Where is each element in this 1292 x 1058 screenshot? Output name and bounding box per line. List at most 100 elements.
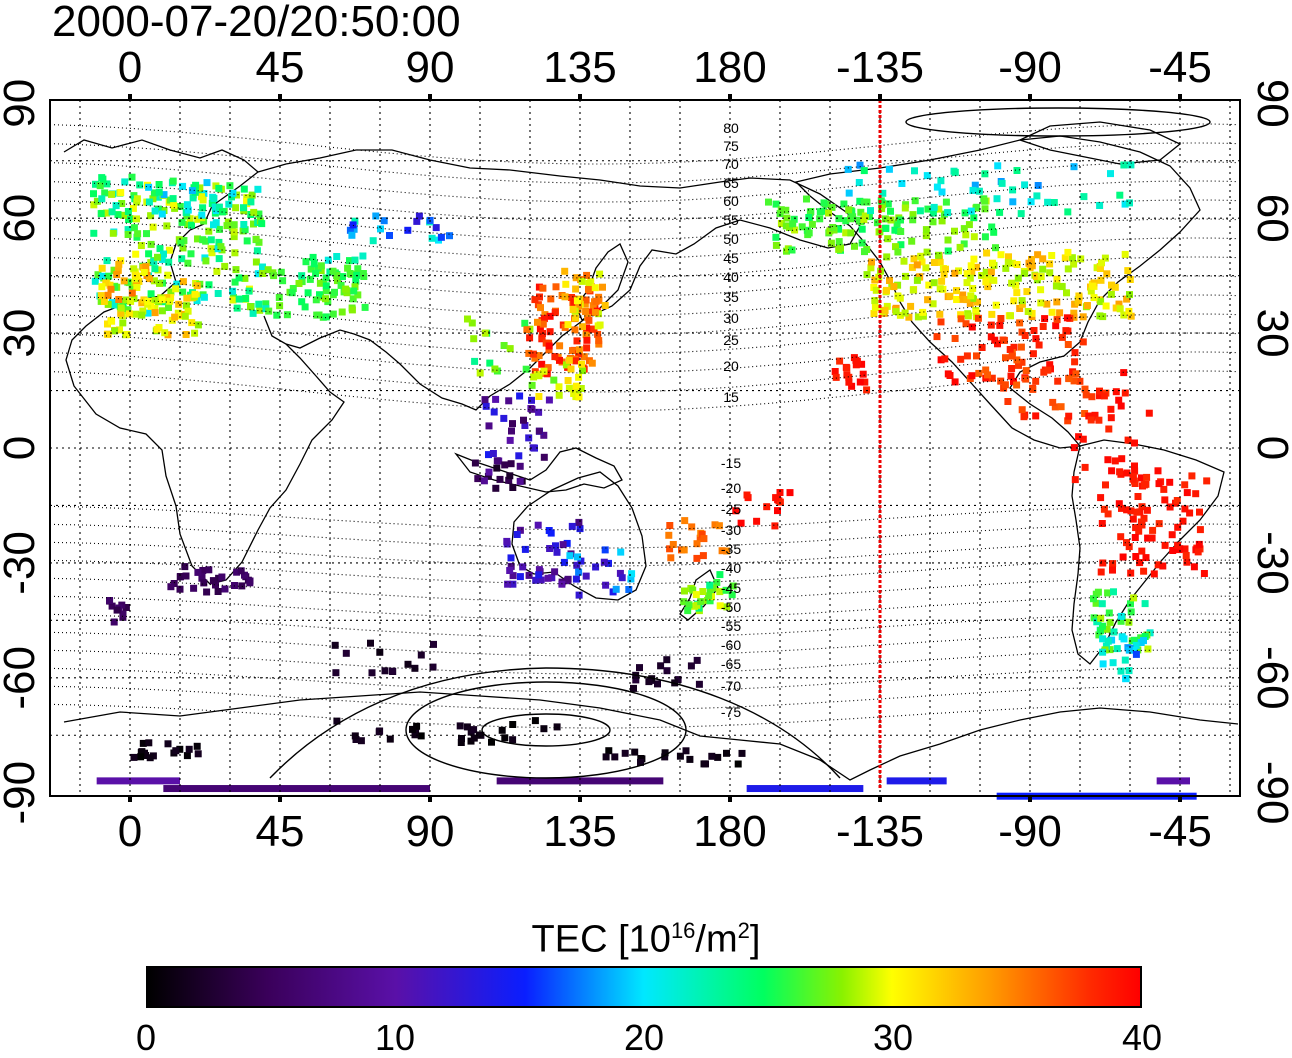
- tec-point: [183, 201, 191, 209]
- tec-point: [1061, 254, 1069, 262]
- tec-point: [160, 250, 167, 258]
- tec-point: [983, 249, 991, 257]
- tec-point: [982, 268, 990, 276]
- tec-point: [914, 313, 922, 321]
- tec-point: [1135, 527, 1143, 535]
- tec-point: [92, 180, 99, 188]
- tec-point: [310, 260, 318, 268]
- tec-point: [1111, 457, 1119, 465]
- tec-point: [470, 335, 478, 343]
- tec-point: [145, 183, 153, 191]
- tec-point: [1155, 480, 1163, 488]
- tec-point: [666, 522, 674, 529]
- tec-point: [104, 330, 112, 338]
- tec-point: [645, 678, 653, 686]
- tec-point: [506, 436, 514, 444]
- tec-point: [536, 293, 543, 301]
- contour-label: 80: [723, 120, 739, 136]
- contour-label: 30: [723, 310, 739, 326]
- tec-point: [835, 225, 843, 233]
- tec-point: [188, 187, 196, 195]
- tec-point: [124, 208, 132, 215]
- tec-point: [805, 214, 813, 221]
- tec-point: [962, 320, 970, 328]
- tec-point: [215, 184, 223, 192]
- tec-point: [551, 309, 559, 317]
- tec-point: [500, 342, 508, 349]
- tec-point: [1102, 481, 1109, 489]
- tec-point: [1130, 594, 1138, 602]
- tec-point: [581, 300, 589, 308]
- tec-point: [193, 282, 201, 290]
- tec-point: [117, 189, 125, 196]
- tec-point: [164, 271, 172, 279]
- tec-point: [489, 450, 497, 457]
- tec-point: [681, 587, 688, 595]
- tec-point: [509, 721, 517, 728]
- tec-point: [974, 314, 982, 322]
- tec-point: [491, 365, 499, 373]
- tec-point: [820, 199, 828, 207]
- magnetic-pole-contours: [269, 107, 1211, 779]
- tec-point: [961, 209, 969, 217]
- tec-point: [1138, 547, 1146, 555]
- tec-band: [746, 785, 864, 793]
- tec-point: [475, 731, 483, 739]
- tec-point: [125, 310, 133, 318]
- tec-point: [1119, 553, 1127, 561]
- tec-point: [289, 285, 297, 292]
- tec-point: [1140, 481, 1148, 489]
- tec-point: [564, 575, 572, 583]
- tec-point: [944, 236, 952, 244]
- tec-point: [981, 205, 989, 213]
- top-x-tick-label: 135: [543, 43, 616, 92]
- tec-point: [1093, 618, 1101, 626]
- tec-point: [911, 197, 919, 205]
- tec-point: [865, 213, 873, 221]
- tec-point: [1041, 315, 1049, 323]
- tec-point: [113, 271, 121, 279]
- tec-point: [429, 663, 437, 671]
- tec-point: [970, 214, 978, 222]
- tec-point: [490, 408, 498, 416]
- tec-point: [930, 259, 938, 266]
- tec-point: [602, 581, 610, 589]
- tec-point: [1098, 259, 1105, 267]
- tec-point: [516, 573, 524, 581]
- tec-point: [572, 274, 580, 282]
- tec-point: [526, 334, 534, 342]
- tec-point: [1064, 341, 1072, 348]
- tec-point: [1056, 309, 1064, 317]
- tec-point: [579, 367, 586, 375]
- tec-point: [158, 210, 166, 218]
- right-y-tick-label: 60: [1248, 194, 1292, 243]
- tec-point: [578, 277, 586, 285]
- tec-point: [259, 263, 266, 271]
- tec-point: [120, 277, 128, 285]
- tec-point: [728, 591, 736, 599]
- tec-point: [99, 272, 107, 280]
- tec-point: [243, 237, 251, 245]
- tec-point: [1000, 336, 1008, 344]
- tec-point: [90, 229, 98, 237]
- tec-point: [145, 250, 153, 258]
- tec-point: [176, 573, 184, 580]
- tec-point: [572, 575, 580, 583]
- tec-point: [585, 279, 593, 287]
- tec-point: [368, 669, 376, 677]
- tec-point: [194, 321, 202, 329]
- tec-point: [481, 396, 489, 404]
- tec-point: [1174, 541, 1182, 549]
- tec-point: [1107, 414, 1115, 422]
- tec-point: [522, 365, 530, 373]
- tec-point: [1181, 505, 1189, 513]
- tec-point: [115, 260, 123, 268]
- tec-point: [706, 597, 714, 605]
- tec-point: [944, 209, 952, 217]
- right-y-tick-label: 30: [1248, 309, 1292, 358]
- right-y-tick-label: -60: [1248, 646, 1292, 710]
- tec-point: [252, 235, 260, 243]
- tec-point: [956, 243, 964, 251]
- tec-point: [1058, 333, 1066, 341]
- tec-point: [1130, 646, 1138, 654]
